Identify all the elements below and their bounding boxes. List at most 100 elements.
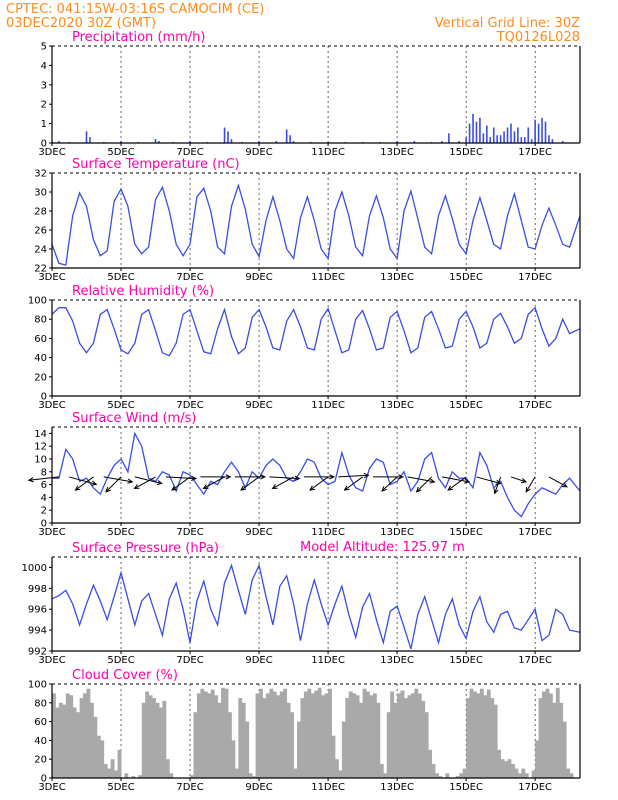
- x-tick-label: 13DEC: [380, 400, 414, 411]
- cloud-bar: [241, 702, 246, 778]
- cloud-bar: [93, 716, 98, 778]
- cloud-bar: [217, 702, 222, 778]
- y-tick-label: 100: [28, 680, 47, 691]
- cloud-bar: [438, 776, 443, 778]
- x-tick-label: 13DEC: [380, 272, 414, 283]
- x-tick-label: 17DEC: [518, 272, 552, 283]
- cloud-bar: [190, 775, 194, 778]
- cloud-bar: [331, 735, 336, 778]
- panel-1: 22 24 26 28 30 32 3DEC 5DEC 7DEC 9DEC 11DEC 13DEC 15…: [34, 157, 581, 283]
- cloud-bar: [72, 707, 77, 778]
- cloud-bar: [276, 695, 281, 778]
- x-tick-label: 15DEC: [449, 400, 483, 411]
- header-grid-note: Vertical Grid Line: 30Z: [435, 16, 580, 31]
- wind-arrow-shaft: [416, 476, 432, 493]
- cloud-bar: [445, 773, 450, 778]
- x-tick-label: 5DEC: [107, 655, 134, 666]
- cloud-bar: [307, 688, 312, 778]
- cloud-bar: [162, 700, 167, 778]
- x-tick-label: 9DEC: [245, 400, 272, 411]
- cloud-bar: [493, 704, 498, 778]
- precip-bar: [486, 125, 488, 143]
- panel-title: Cloud Cover (%): [72, 668, 178, 683]
- cloud-bar: [279, 691, 284, 778]
- cloud-bar: [252, 776, 257, 778]
- cloud-bar: [96, 735, 101, 778]
- y-tick-label: 992: [28, 647, 47, 658]
- wind-arrow-head: [225, 474, 232, 480]
- cloud-bar: [207, 693, 212, 778]
- wind-arrow-shaft: [171, 476, 191, 491]
- y-tick-label: 996: [28, 605, 47, 616]
- cloud-bar: [290, 712, 294, 778]
- cloud-bar: [62, 704, 67, 778]
- wind-arrow-shaft: [338, 474, 369, 478]
- wind-arrow-head: [525, 486, 531, 493]
- x-tick-label: 15DEC: [449, 147, 483, 158]
- cloud-bar: [158, 707, 163, 778]
- wind-arrow-head: [171, 485, 178, 491]
- wind-arrow-head: [271, 484, 278, 490]
- cloud-bar: [555, 687, 560, 778]
- series-line: [51, 563, 581, 650]
- y-tick-label: 1000: [22, 563, 47, 574]
- precip-bar: [513, 131, 516, 143]
- cloud-bar: [269, 688, 274, 778]
- cloud-bar: [397, 693, 401, 778]
- wind-arrow-shaft: [525, 476, 536, 493]
- cloud-bar: [435, 773, 439, 778]
- panel-title: Relative Humidity (%): [72, 284, 214, 299]
- cloud-bar: [52, 693, 56, 778]
- wind-arrow-head: [329, 474, 336, 480]
- cloud-bar: [548, 693, 553, 778]
- panel-title: Surface Pressure (hPa): [72, 541, 219, 556]
- x-tick-label: 15DEC: [449, 272, 483, 283]
- precip-bar: [561, 141, 564, 143]
- precip-bar: [223, 127, 226, 143]
- cloud-bar: [386, 712, 391, 778]
- cloud-bar: [355, 695, 360, 778]
- x-tick-label: 7DEC: [176, 147, 203, 158]
- precip-bar: [285, 129, 288, 143]
- cloud-bar: [517, 773, 522, 778]
- cloud-bar: [310, 693, 315, 778]
- y-tick-label: 100: [28, 296, 47, 307]
- cloud-bar: [379, 763, 384, 778]
- x-tick-label: 5DEC: [107, 272, 134, 283]
- cloud-bar: [469, 688, 474, 778]
- panel-4: 992 994 996 998 1000 3DEC 5DEC 7DEC 9DEC 11DEC 13D…: [22, 541, 581, 666]
- cloud-bar: [65, 693, 70, 778]
- cloud-bar: [552, 702, 557, 778]
- precip-bar: [537, 123, 540, 143]
- precip-bar: [89, 137, 91, 143]
- x-tick-label: 7DEC: [176, 527, 203, 538]
- precip-bar: [534, 119, 536, 143]
- wind-arrow-shaft: [548, 476, 568, 488]
- y-tick-label: 3: [41, 80, 47, 91]
- wind-arrow-head: [127, 478, 134, 484]
- wind-arrow-shaft: [269, 476, 300, 480]
- cloud-bar: [490, 698, 495, 778]
- y-tick-label: 2: [41, 100, 47, 111]
- y-tick-label: 994: [28, 626, 47, 637]
- cloud-bar: [462, 768, 467, 778]
- y-tick-label: 30: [34, 188, 47, 199]
- cloud-bar: [58, 702, 63, 778]
- y-tick-label: 0: [41, 519, 47, 530]
- cloud-bar: [545, 688, 550, 778]
- wind-arrow-shaft: [75, 476, 94, 491]
- series-line: [51, 306, 581, 357]
- cloud-bar: [538, 698, 543, 778]
- cloud-bar: [542, 691, 546, 778]
- cloud-bar: [89, 702, 94, 778]
- cloud-bar: [214, 695, 219, 778]
- cloud-bar: [514, 768, 519, 778]
- cloud-bar: [303, 691, 308, 778]
- cloud-bar: [138, 775, 143, 778]
- x-tick-label: 11DEC: [311, 655, 345, 666]
- x-tick-label: 17DEC: [518, 655, 552, 666]
- cloud-bar: [69, 695, 74, 778]
- cloud-bar: [559, 702, 564, 778]
- wind-arrow-head: [309, 485, 316, 491]
- cloud-bar: [103, 763, 108, 778]
